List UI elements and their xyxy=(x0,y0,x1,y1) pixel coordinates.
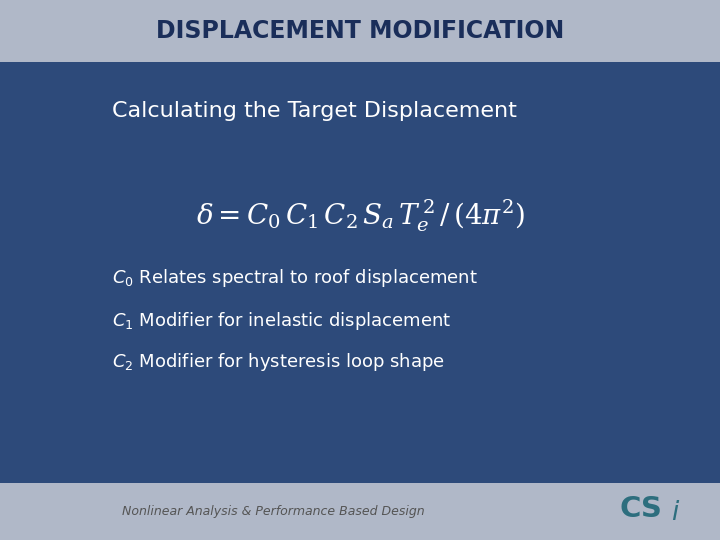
Text: i: i xyxy=(671,500,678,526)
Text: CS: CS xyxy=(619,495,662,523)
Bar xyxy=(0,0,720,62)
Text: Nonlinear Analysis & Performance Based Design: Nonlinear Analysis & Performance Based D… xyxy=(122,505,425,518)
Text: $\delta = C_{0}\,C_{1}\,C_{2}\,S_{a}\,T_{e}^{\,2}\,/\,(4\pi^{2})$: $\delta = C_{0}\,C_{1}\,C_{2}\,S_{a}\,T_… xyxy=(196,198,524,234)
Bar xyxy=(0,62,720,483)
Text: DISPLACEMENT MODIFICATION: DISPLACEMENT MODIFICATION xyxy=(156,19,564,43)
Text: $C_0$ Relates spectral to roof displacement: $C_0$ Relates spectral to roof displacem… xyxy=(112,267,477,289)
Text: $C_1$ Modifier for inelastic displacement: $C_1$ Modifier for inelastic displacemen… xyxy=(112,310,451,332)
Bar xyxy=(0,483,720,540)
Text: $C_2$ Modifier for hysteresis loop shape: $C_2$ Modifier for hysteresis loop shape xyxy=(112,351,444,373)
Text: Calculating the Target Displacement: Calculating the Target Displacement xyxy=(112,100,516,121)
